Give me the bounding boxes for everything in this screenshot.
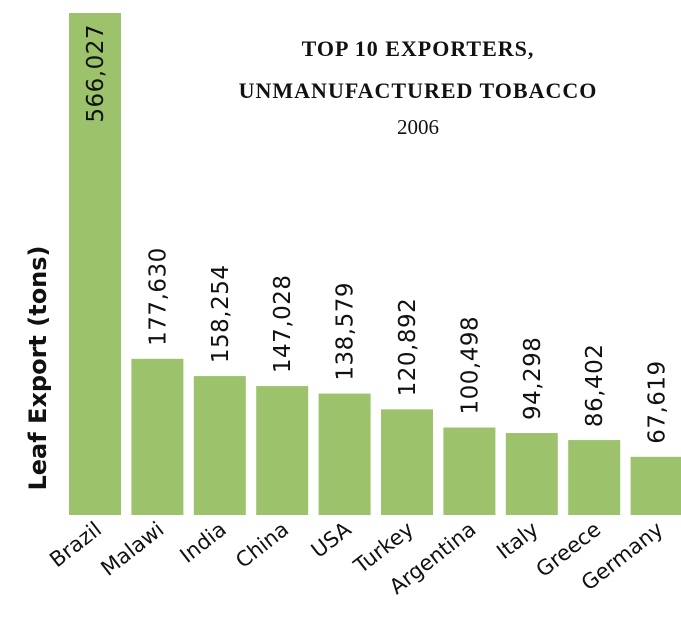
bar-turkey: [379, 407, 435, 517]
value-labels-layer: 566,027 177,630 158,254 147,028 138,579 120,8…: [83, 24, 671, 444]
bar-germany: [628, 454, 681, 517]
value-label-malawi: 177,630: [145, 247, 171, 346]
bars-layer: [67, 11, 681, 518]
category-label-china: China: [231, 517, 293, 573]
value-label-brazil: 566,027: [83, 24, 109, 123]
bar-brazil: [67, 11, 123, 517]
chart-title-line-1: TOP 10 EXPORTERS,: [302, 36, 535, 61]
value-label-argentina: 100,498: [457, 316, 483, 415]
bar-china: [254, 384, 311, 517]
bar-argentina: [441, 425, 498, 518]
bar-india: [191, 374, 248, 517]
value-label-usa: 138,579: [333, 282, 359, 381]
category-label-malawi: Malawi: [96, 517, 168, 581]
chart-subtitle: 2006: [397, 115, 439, 139]
chart-title-line-2: UNMANUFACTURED TOBACCO: [239, 78, 598, 103]
bar-italy: [503, 431, 560, 517]
y-axis-label: Leaf Export (tons): [24, 245, 52, 490]
value-label-italy: 94,298: [520, 337, 546, 420]
category-label-india: India: [175, 517, 230, 568]
bar-malawi: [129, 356, 186, 517]
value-label-turkey: 120,892: [395, 298, 421, 397]
value-label-greece: 86,402: [582, 344, 608, 427]
bar-usa: [316, 391, 373, 517]
value-label-china: 147,028: [270, 274, 296, 373]
value-label-india: 158,254: [208, 264, 234, 363]
category-label-italy: Italy: [492, 517, 543, 564]
category-label-usa: USA: [307, 517, 357, 563]
bar-greece: [566, 438, 623, 517]
value-label-germany: 67,619: [645, 360, 671, 443]
